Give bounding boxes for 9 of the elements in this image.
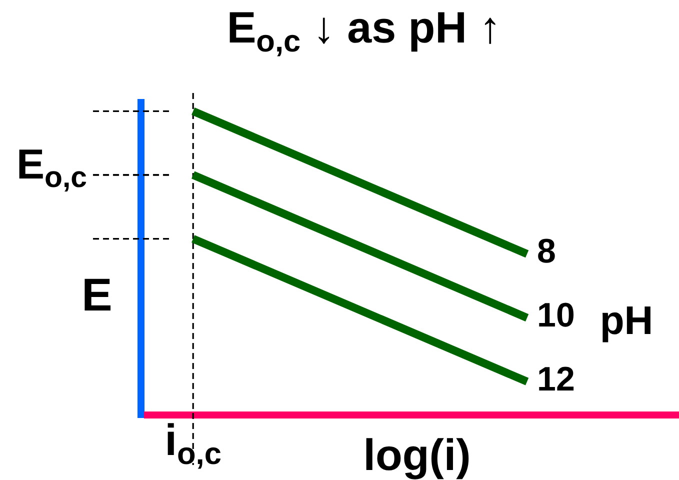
legend-title: pH [600, 298, 654, 343]
series-label: 12 [537, 360, 575, 398]
series-label: 10 [537, 296, 575, 334]
series-label: 8 [537, 232, 556, 271]
y-axis-title: E [82, 268, 112, 321]
ref-line-label: E$_{o,c}$ [16, 140, 87, 194]
chart-title: E$_{o,c}$ ↓ as pH ↑ [226, 3, 502, 59]
text: i$_{o,c}$ [164, 416, 222, 472]
x-axis-title: log(i) [363, 430, 471, 480]
